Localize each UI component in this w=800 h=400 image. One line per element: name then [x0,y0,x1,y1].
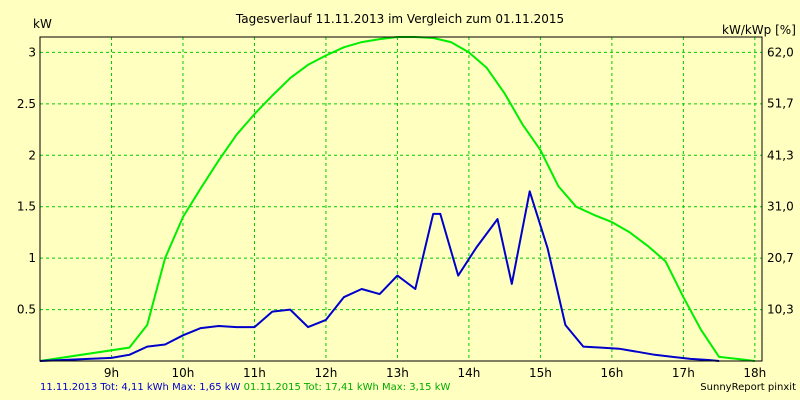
x-tick-label: 17h [672,366,695,380]
plot-frame [39,36,763,362]
y-tick-label-right: 51,7 [767,97,794,111]
y-axis-right-label: kW/kWp [%] [722,23,796,37]
footer-series-2013: 11.11.2013 Tot: 4,11 kWh Max: 1,65 kW [40,382,241,393]
y-tick-label-left: 0.5 [17,303,36,317]
y-tick-label-right: 62,0 [767,45,794,59]
footer-series-2015: 01.11.2015 Tot: 17,41 kWh Max: 3,15 kW [243,382,451,393]
y-tick-label-left: 3 [28,45,36,59]
x-tick-label: 14h [457,366,480,380]
footer-summary: 11.11.2013 Tot: 4,11 kWh Max: 1,65 kW 01… [40,382,450,393]
series-line-11-11-2013 [39,190,720,362]
x-tick-label: 16h [600,366,623,380]
x-tick-label: 9h [104,366,119,380]
footer-credit: SunnyReport pinxit [700,382,796,393]
y-tick-label-left: 2 [28,148,36,162]
y-tick-label-right: 10,3 [767,303,794,317]
chart-title: Tagesverlauf 11.11.2013 im Vergleich zum… [235,12,564,26]
x-tick-label: 15h [529,366,552,380]
y-tick-label-left: 1.5 [17,200,36,214]
y-tick-label-right: 41,3 [767,148,794,162]
plot-background [40,37,762,361]
x-tick-label: 11h [243,366,266,380]
y-tick-label-left: 2.5 [17,97,36,111]
plot-area: 9h 10h 11h 12h 13h 14h 15h 16h 17h 18h 0.5 1 1.5 2 2.5… [17,36,794,380]
x-tick-label: 13h [386,366,409,380]
y-tick-label-right: 31,0 [767,200,794,214]
y-axis-left-label: kW [33,17,52,31]
series-line-01-11-2015 [39,36,756,362]
x-tick-label: 18h [743,366,766,380]
x-tick-label: 12h [315,366,338,380]
x-tick-label: 10h [172,366,195,380]
y-tick-label-left: 1 [28,251,36,265]
y-tick-label-right: 20,7 [767,251,794,265]
